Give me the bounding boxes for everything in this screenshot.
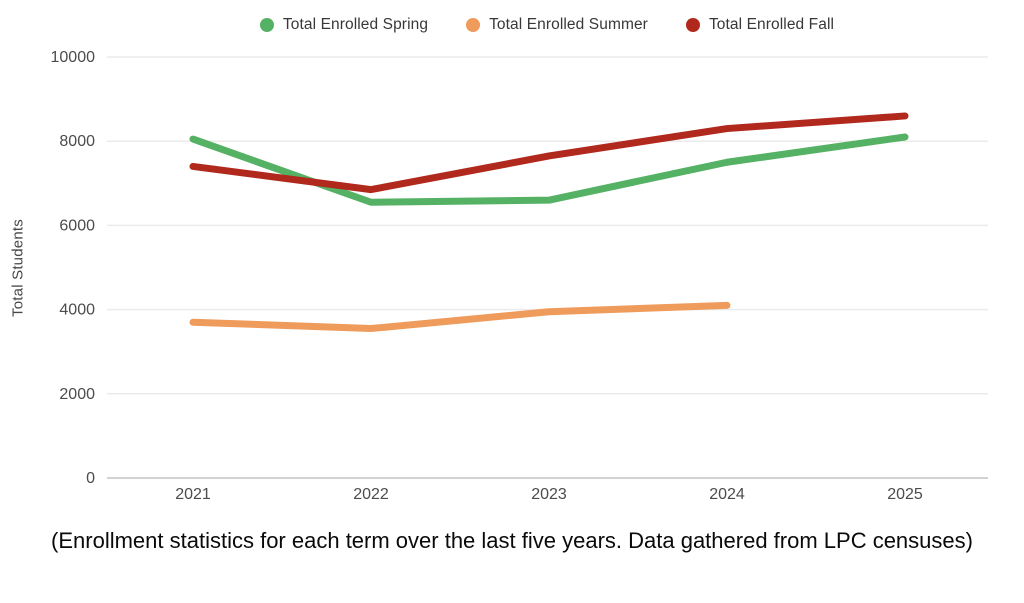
y-axis-title: Total Students (9, 219, 27, 317)
legend-item-spring: Total Enrolled Spring (259, 16, 429, 34)
series-line-total-enrolled-spring (189, 133, 909, 206)
legend-label-fall: Total Enrolled Fall (708, 16, 835, 33)
legend-item-summer: Total Enrolled Summer (466, 16, 648, 34)
legend-item-fall: Total Enrolled Fall (685, 16, 835, 34)
y-tick-label: 10000 (51, 49, 96, 66)
chart-caption: (Enrollment statistics for each term ove… (51, 528, 973, 553)
x-tick-label: 2025 (887, 486, 923, 503)
x-tick-label: 2023 (531, 486, 567, 503)
y-tick-label: 4000 (59, 302, 95, 319)
legend-dot-fall-icon (685, 18, 700, 32)
y-tick-label: 8000 (59, 133, 95, 150)
chart-legend: Total Enrolled Spring Total Enrolled Sum… (0, 16, 1024, 34)
series-line-total-enrolled-fall (189, 112, 909, 194)
series-line-total-enrolled-summer (189, 301, 731, 333)
chart-canvas: 10000 8000 6000 4000 2000 0 2021 2022 2023 2024 20… (51, 49, 988, 503)
y-tick-label: 2000 (59, 386, 95, 403)
legend-dot-spring-icon (259, 18, 274, 32)
legend-dot-summer-icon (466, 18, 481, 32)
y-tick-label: 0 (86, 470, 95, 487)
x-tick-label: 2021 (175, 486, 211, 503)
x-tick-label: 2022 (353, 486, 389, 503)
y-tick-label: 6000 (59, 217, 95, 234)
legend-label-spring: Total Enrolled Spring (282, 16, 429, 33)
legend-label-summer: Total Enrolled Summer (489, 16, 648, 33)
x-tick-label: 2024 (709, 486, 745, 503)
